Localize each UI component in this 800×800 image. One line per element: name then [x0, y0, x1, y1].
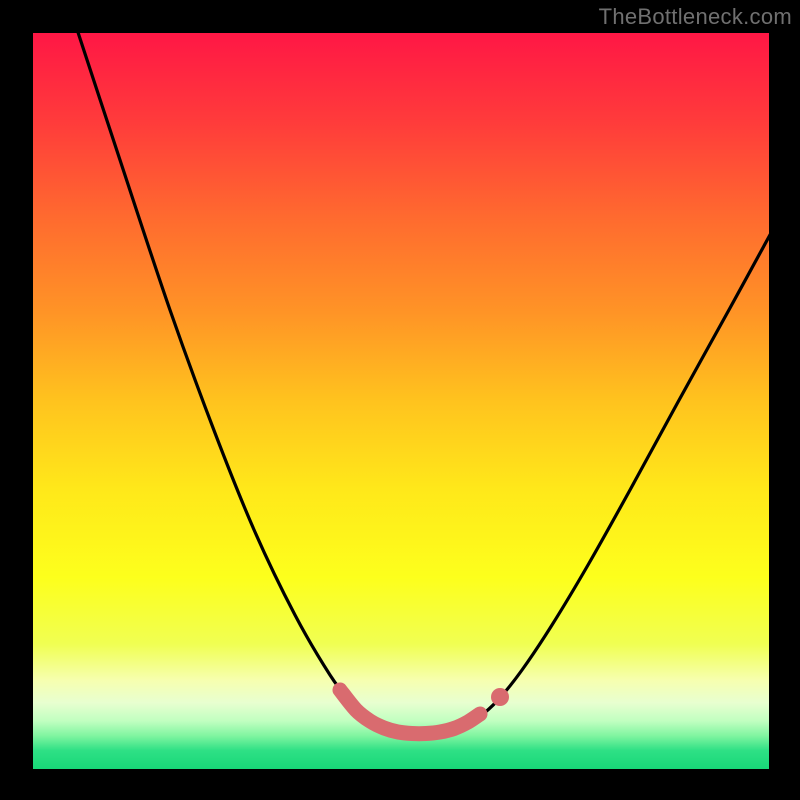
plot-background: [33, 33, 769, 769]
watermark-text: TheBottleneck.com: [599, 4, 792, 30]
chart-canvas: TheBottleneck.com: [0, 0, 800, 800]
optimal-point-marker: [491, 688, 509, 706]
bottleneck-curve-chart: [0, 0, 800, 800]
